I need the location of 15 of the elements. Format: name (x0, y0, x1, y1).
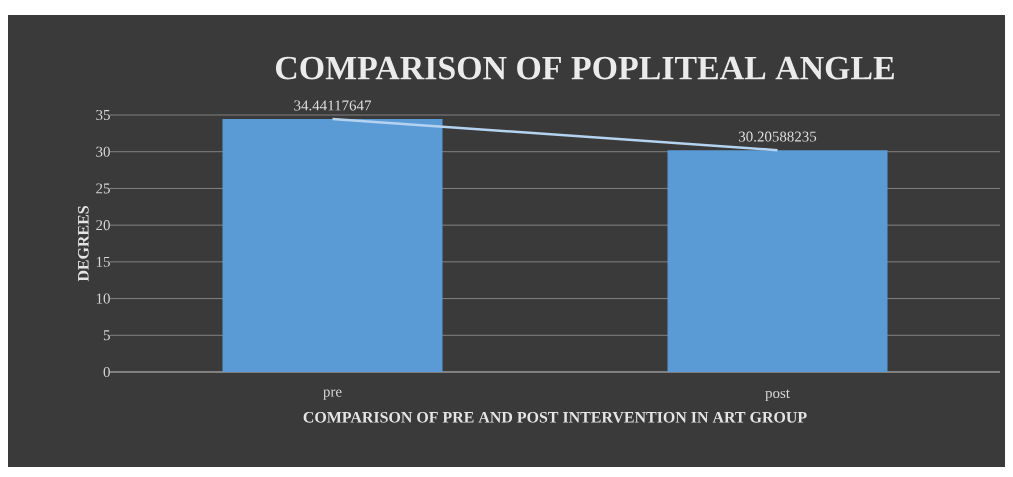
y-tick-label: 10 (96, 293, 110, 304)
x-tick-label: post (765, 389, 790, 402)
y-tick-label: 5 (103, 330, 110, 341)
y-axis-title: DEGREES (77, 206, 89, 282)
y-tick-label: 15 (96, 256, 110, 267)
y-tick-label: 25 (96, 183, 110, 194)
data-label: 34.44117647 (294, 100, 372, 111)
chart-title: COMPARISON OF POPLITEAL ANGLE (275, 56, 894, 80)
x-tick-label: pre (323, 389, 342, 400)
data-label: 30.20588235 (739, 131, 817, 142)
x-axis-title: COMPARISON OF PRE AND POST INTERVENTION IN ART GROUP (303, 411, 807, 423)
y-tick-label: 30 (96, 146, 110, 157)
y-tick-label: 35 (96, 109, 110, 121)
y-tick-label: 0 (103, 366, 110, 378)
y-tick-label: 20 (96, 220, 110, 231)
